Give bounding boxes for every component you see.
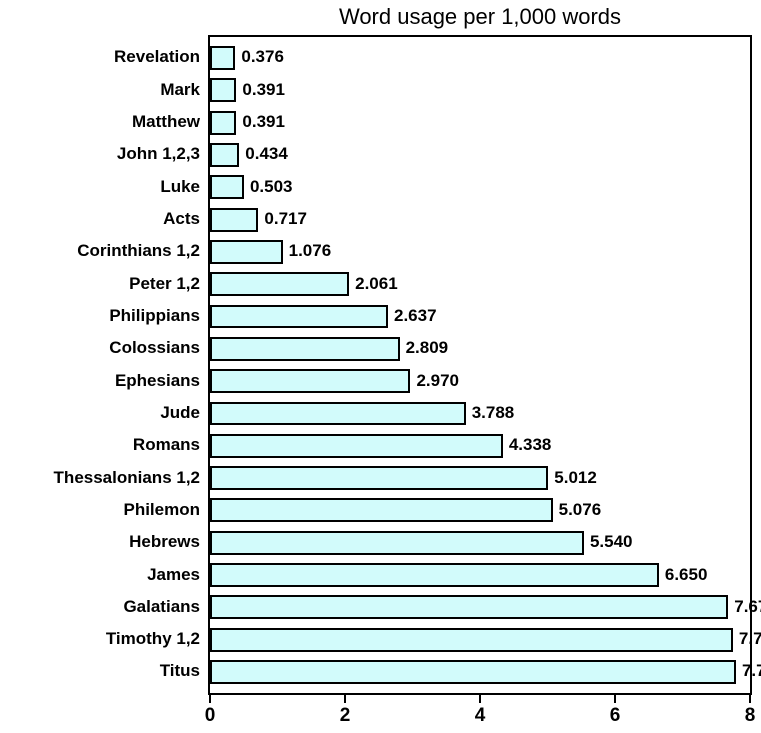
bar	[210, 369, 410, 393]
x-axis-tick	[209, 695, 211, 703]
x-axis-tick	[749, 695, 751, 703]
bar	[210, 240, 283, 264]
y-axis-label: Timothy 1,2	[106, 629, 200, 649]
x-axis-tick	[344, 695, 346, 703]
bar	[210, 78, 236, 102]
bar-value-label: 2.809	[406, 338, 449, 358]
bar	[210, 531, 584, 555]
y-axis-label: James	[147, 565, 200, 585]
plot-area: 0.376 0.391 0.391 0.434 0.503 0.717 1.076 2.061…	[208, 35, 752, 695]
y-axis-label: Titus	[160, 661, 200, 681]
bar	[210, 595, 728, 619]
y-axis-label: Colossians	[109, 338, 200, 358]
bar	[210, 563, 659, 587]
y-axis-label: Peter 1,2	[129, 274, 200, 294]
bar-value-label: 0.434	[245, 144, 288, 164]
y-axis-label: Galatians	[123, 597, 200, 617]
y-axis-label: Philemon	[123, 500, 200, 520]
bar	[210, 498, 553, 522]
y-axis-label: Ephesians	[115, 371, 200, 391]
y-axis-label: Revelation	[114, 47, 200, 67]
x-axis-tick-label: 6	[610, 705, 621, 727]
bar-value-label: 0.391	[242, 112, 285, 132]
x-axis-tick-label: 8	[745, 705, 756, 727]
bar	[210, 305, 388, 329]
y-axis-label: John 1,2,3	[117, 144, 200, 164]
bar-value-label: 1.076	[289, 241, 332, 261]
bar-value-label: 5.540	[590, 532, 633, 552]
bar	[210, 434, 503, 458]
bar-value-label: 7.678	[734, 597, 761, 617]
bar	[210, 46, 235, 70]
bar-value-label: 5.012	[554, 468, 597, 488]
y-axis-label: Romans	[133, 435, 200, 455]
bars-layer: 0.376 0.391 0.391 0.434 0.503 0.717 1.076 2.061…	[210, 37, 750, 693]
bar-value-label: 0.503	[250, 177, 293, 197]
bar-value-label: 0.717	[264, 209, 307, 229]
bar	[210, 466, 548, 490]
x-axis-tick-label: 2	[340, 705, 351, 727]
y-axis-label: Hebrews	[129, 532, 200, 552]
y-axis-label: Acts	[163, 209, 200, 229]
bar	[210, 337, 400, 361]
bar-value-label: 3.788	[472, 403, 515, 423]
bar-value-label: 6.650	[665, 565, 708, 585]
bar-value-label: 7.747	[739, 629, 761, 649]
x-axis-tick	[614, 695, 616, 703]
y-axis-label: Jude	[160, 403, 200, 423]
y-axis-label: Thessalonians 1,2	[54, 468, 200, 488]
y-axis-label: Corinthians 1,2	[77, 241, 200, 261]
bar-value-label: 4.338	[509, 435, 552, 455]
x-axis-tick-label: 0	[205, 705, 216, 727]
bar	[210, 272, 349, 296]
y-axis-label: Philippians	[109, 306, 200, 326]
bar-value-label: 0.391	[242, 80, 285, 100]
y-axis-label: Mark	[160, 80, 200, 100]
chart-title: Word usage per 1,000 words	[208, 4, 752, 30]
x-axis-tick	[479, 695, 481, 703]
x-axis-tick-label: 4	[475, 705, 486, 727]
bar	[210, 660, 736, 684]
bar-value-label: 2.970	[416, 371, 459, 391]
bar	[210, 208, 258, 232]
bar	[210, 175, 244, 199]
chart-container: Word usage per 1,000 words 0.3760.3910.3…	[0, 0, 761, 733]
bar-value-label: 2.061	[355, 274, 398, 294]
bar	[210, 111, 236, 135]
bar-value-label: 5.076	[559, 500, 602, 520]
bar-value-label: 7.792	[742, 661, 761, 681]
bar-value-label: 0.376	[241, 47, 284, 67]
bar	[210, 628, 733, 652]
bar	[210, 402, 466, 426]
bar	[210, 143, 239, 167]
bar-value-label: 2.637	[394, 306, 437, 326]
y-axis-label: Matthew	[132, 112, 200, 132]
y-axis-label: Luke	[160, 177, 200, 197]
